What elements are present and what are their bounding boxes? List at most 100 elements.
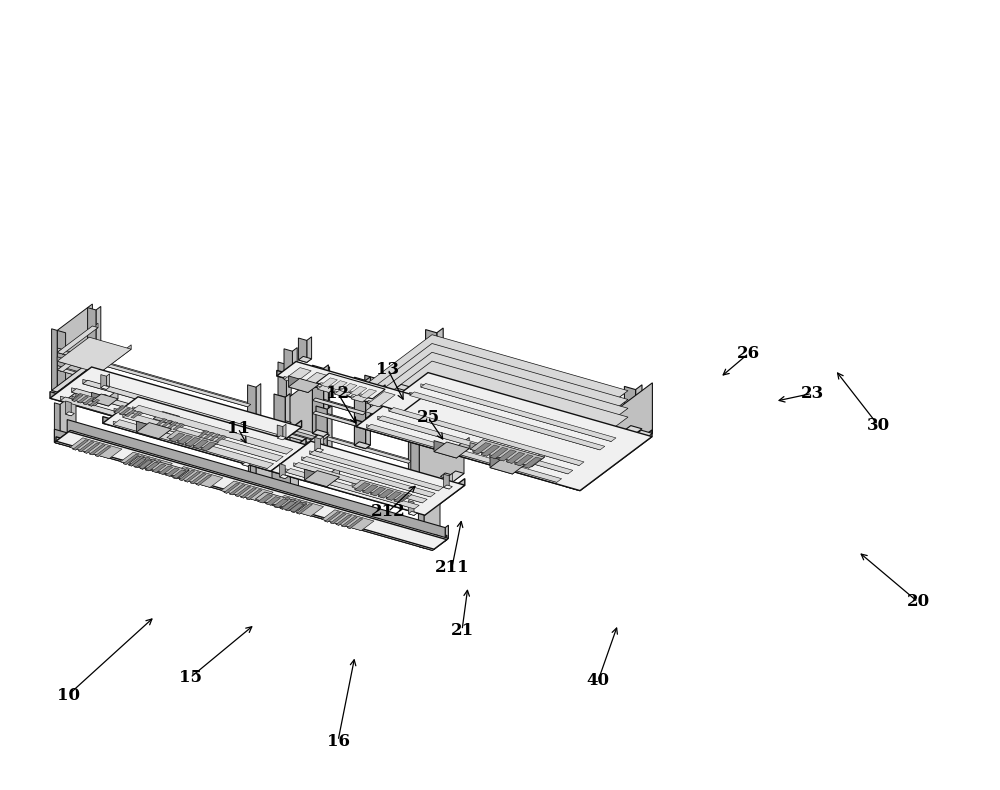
Polygon shape — [75, 394, 83, 401]
Polygon shape — [92, 444, 105, 455]
Polygon shape — [400, 494, 409, 502]
Polygon shape — [170, 408, 180, 423]
Polygon shape — [498, 457, 504, 461]
Polygon shape — [128, 409, 136, 416]
Polygon shape — [113, 419, 274, 468]
Polygon shape — [230, 484, 245, 495]
Polygon shape — [244, 487, 256, 498]
Polygon shape — [230, 493, 232, 495]
Polygon shape — [532, 450, 544, 467]
Text: 211: 211 — [435, 559, 469, 576]
Polygon shape — [134, 457, 150, 468]
Polygon shape — [221, 488, 260, 502]
Polygon shape — [174, 477, 176, 479]
Polygon shape — [266, 497, 280, 506]
Polygon shape — [557, 476, 562, 483]
Polygon shape — [361, 519, 374, 531]
Polygon shape — [220, 433, 228, 442]
Polygon shape — [376, 374, 382, 423]
Polygon shape — [304, 471, 340, 487]
Polygon shape — [336, 515, 352, 525]
Polygon shape — [274, 498, 288, 507]
Polygon shape — [308, 373, 319, 393]
Polygon shape — [286, 468, 414, 509]
Polygon shape — [312, 430, 328, 437]
Polygon shape — [286, 509, 288, 511]
Polygon shape — [279, 498, 288, 507]
Polygon shape — [140, 459, 156, 469]
Polygon shape — [284, 367, 311, 383]
Polygon shape — [408, 432, 417, 503]
Polygon shape — [271, 441, 465, 515]
Polygon shape — [324, 365, 328, 437]
Polygon shape — [340, 388, 347, 393]
Polygon shape — [283, 424, 286, 440]
Polygon shape — [67, 431, 448, 541]
Polygon shape — [173, 423, 184, 431]
Polygon shape — [78, 442, 94, 452]
Polygon shape — [78, 401, 80, 403]
Polygon shape — [481, 453, 487, 456]
Polygon shape — [92, 394, 118, 406]
Polygon shape — [251, 447, 256, 455]
Polygon shape — [57, 304, 92, 392]
Polygon shape — [294, 462, 427, 503]
Polygon shape — [66, 329, 70, 394]
Polygon shape — [83, 379, 273, 438]
Polygon shape — [67, 419, 445, 541]
Polygon shape — [624, 426, 642, 434]
Polygon shape — [274, 459, 290, 465]
Polygon shape — [434, 442, 469, 458]
Polygon shape — [386, 491, 401, 500]
Polygon shape — [382, 377, 390, 401]
Polygon shape — [294, 463, 422, 503]
Polygon shape — [315, 448, 324, 452]
Circle shape — [319, 473, 325, 480]
Polygon shape — [256, 384, 261, 449]
Polygon shape — [66, 401, 71, 416]
Polygon shape — [139, 466, 143, 468]
Polygon shape — [182, 470, 195, 480]
Polygon shape — [298, 338, 307, 363]
Polygon shape — [577, 383, 652, 490]
Polygon shape — [338, 380, 347, 389]
Polygon shape — [248, 443, 261, 449]
Polygon shape — [156, 423, 159, 425]
Polygon shape — [123, 414, 277, 461]
Polygon shape — [445, 525, 448, 541]
Polygon shape — [402, 490, 412, 502]
Polygon shape — [347, 527, 350, 529]
Polygon shape — [287, 501, 296, 510]
Polygon shape — [274, 506, 277, 508]
Polygon shape — [164, 420, 172, 427]
Text: 12: 12 — [326, 385, 350, 402]
Polygon shape — [255, 492, 307, 511]
Polygon shape — [280, 507, 283, 510]
Polygon shape — [150, 462, 159, 471]
Polygon shape — [288, 500, 301, 511]
Polygon shape — [347, 518, 363, 529]
Polygon shape — [175, 433, 185, 442]
Polygon shape — [280, 424, 412, 463]
Polygon shape — [136, 423, 172, 438]
Polygon shape — [204, 432, 214, 439]
Polygon shape — [350, 386, 367, 396]
Polygon shape — [330, 522, 333, 524]
Polygon shape — [72, 389, 267, 446]
Polygon shape — [120, 452, 172, 473]
Polygon shape — [328, 511, 340, 522]
Polygon shape — [114, 408, 136, 418]
Polygon shape — [297, 499, 307, 511]
Polygon shape — [273, 431, 278, 438]
Polygon shape — [108, 390, 118, 406]
Polygon shape — [255, 495, 297, 511]
Polygon shape — [88, 366, 101, 371]
Polygon shape — [271, 465, 425, 515]
Polygon shape — [50, 367, 302, 458]
Polygon shape — [478, 442, 491, 453]
Polygon shape — [95, 446, 111, 457]
Polygon shape — [212, 434, 220, 441]
Polygon shape — [368, 484, 378, 494]
Polygon shape — [312, 409, 363, 428]
Polygon shape — [83, 380, 278, 438]
